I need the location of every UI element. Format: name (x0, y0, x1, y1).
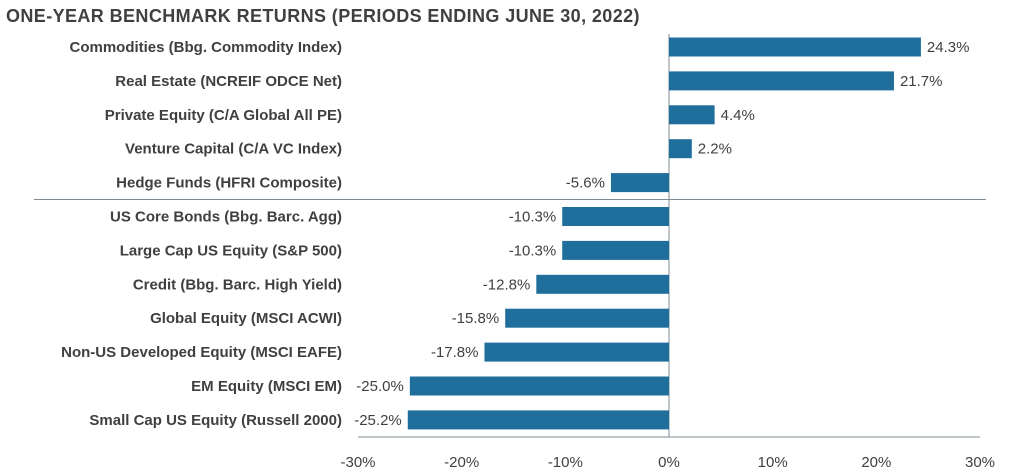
bar (407, 410, 669, 430)
bar (669, 71, 894, 91)
data-label: -10.3% (509, 209, 557, 226)
bar (669, 37, 921, 57)
category-label: Credit (Bbg. Barc. High Yield) (133, 276, 342, 293)
bar (562, 240, 669, 260)
category-label: Non-US Developed Equity (MSCI EAFE) (61, 344, 342, 361)
category-label: Real Estate (NCREIF ODCE Net) (115, 73, 342, 90)
data-label: -5.6% (566, 175, 605, 192)
data-label: -12.8% (483, 276, 531, 293)
data-label: -25.0% (356, 378, 404, 395)
x-tick-label: -10% (548, 454, 583, 471)
category-label: Small Cap US Equity (Russell 2000) (89, 412, 342, 429)
bar (669, 105, 715, 125)
data-label: 4.4% (721, 107, 755, 124)
data-label: 24.3% (927, 39, 970, 56)
category-label: Hedge Funds (HFRI Composite) (116, 175, 342, 192)
x-tick-label: 0% (658, 454, 680, 471)
data-label: 21.7% (900, 73, 943, 90)
bar (484, 342, 669, 362)
bar (505, 308, 669, 328)
category-label: Commodities (Bbg. Commodity Index) (69, 39, 342, 56)
chart-title: ONE-YEAR BENCHMARK RETURNS (PERIODS ENDI… (6, 6, 640, 26)
data-label: -25.2% (354, 412, 402, 429)
data-label: -15.8% (452, 310, 500, 327)
bar (536, 274, 669, 294)
category-label: Global Equity (MSCI ACWI) (150, 310, 342, 327)
data-label: -10.3% (509, 242, 557, 259)
bar (409, 376, 669, 396)
x-tick-label: 20% (861, 454, 891, 471)
data-label: -17.8% (431, 344, 479, 361)
category-label: Large Cap US Equity (S&P 500) (120, 242, 342, 259)
bar (669, 139, 692, 159)
category-label: EM Equity (MSCI EM) (191, 378, 342, 395)
x-tick-label: 30% (965, 454, 995, 471)
category-label: Venture Capital (C/A VC Index) (125, 141, 342, 158)
data-label: 2.2% (698, 141, 732, 158)
category-label: Private Equity (C/A Global All PE) (105, 107, 342, 124)
category-label: US Core Bonds (Bbg. Barc. Agg) (110, 209, 342, 226)
x-tick-label: -20% (444, 454, 479, 471)
x-tick-label: -30% (340, 454, 375, 471)
bar (610, 173, 669, 193)
bar (562, 207, 669, 226)
x-tick-label: 10% (758, 454, 788, 471)
